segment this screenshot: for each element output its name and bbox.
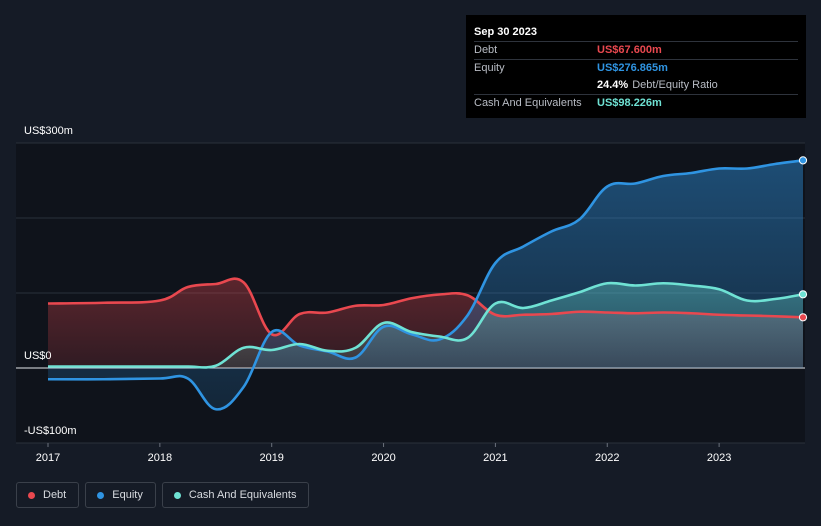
x-tick-label-2022: 2022 xyxy=(595,452,619,464)
line-equity xyxy=(47,159,804,411)
series-areas xyxy=(48,160,803,410)
legend-label-cash: Cash And Equivalents xyxy=(188,489,297,501)
legend-dot-equity xyxy=(97,491,105,499)
tooltip-ratio-label: Debt/Equity Ratio xyxy=(632,79,718,91)
area-cash xyxy=(48,282,803,368)
y-label-zero: US$0 xyxy=(24,350,52,362)
tooltip-equity-value: US$276.865m xyxy=(597,62,668,74)
x-tick-label-2023: 2023 xyxy=(707,452,731,464)
end-point-cash xyxy=(798,290,808,299)
y-label-bottom: -US$100m xyxy=(24,425,77,437)
x-tick-label-2021: 2021 xyxy=(483,452,507,464)
x-axis-ticks: 2017 2018 2019 2020 2021 2022 2023 xyxy=(36,443,731,464)
x-tick-label-2020: 2020 xyxy=(371,452,395,464)
tooltip-debt-label: Debt xyxy=(474,44,498,56)
data-tooltip: Sep 30 2023 Debt US$67.600m Equity US$27… xyxy=(466,15,806,118)
legend-dot-debt xyxy=(28,491,35,499)
x-tick-label-2019: 2019 xyxy=(259,452,283,464)
legend-item-cash[interactable]: Cash And Equivalents xyxy=(161,482,310,508)
series-end-points xyxy=(798,156,808,322)
tooltip-equity-label: Equity xyxy=(474,62,505,74)
x-tick-label-2018: 2018 xyxy=(148,452,172,464)
legend-item-equity[interactable]: Equity xyxy=(85,482,156,508)
end-point-debt xyxy=(798,313,808,322)
tooltip-debt-value: US$67.600m xyxy=(597,44,662,56)
line-debt xyxy=(47,277,804,337)
x-tick-label-2017: 2017 xyxy=(36,452,60,464)
y-label-top: US$300m xyxy=(24,125,73,137)
legend-label-debt: Debt xyxy=(43,489,67,501)
tooltip-cash-label: Cash And Equivalents xyxy=(474,97,582,109)
legend-item-debt[interactable]: Debt xyxy=(16,482,80,508)
chart-legend: Debt Equity Cash And Equivalents xyxy=(16,482,310,508)
line-cash xyxy=(47,281,804,369)
series-lines xyxy=(47,159,804,411)
legend-dot-cash xyxy=(173,491,181,499)
tooltip-cash-value: US$98.226m xyxy=(597,97,662,109)
tooltip-ratio-value: 24.4% xyxy=(597,79,629,91)
end-point-equity xyxy=(798,156,808,165)
legend-label-equity: Equity xyxy=(112,489,143,501)
tooltip-date: Sep 30 2023 xyxy=(474,26,537,38)
